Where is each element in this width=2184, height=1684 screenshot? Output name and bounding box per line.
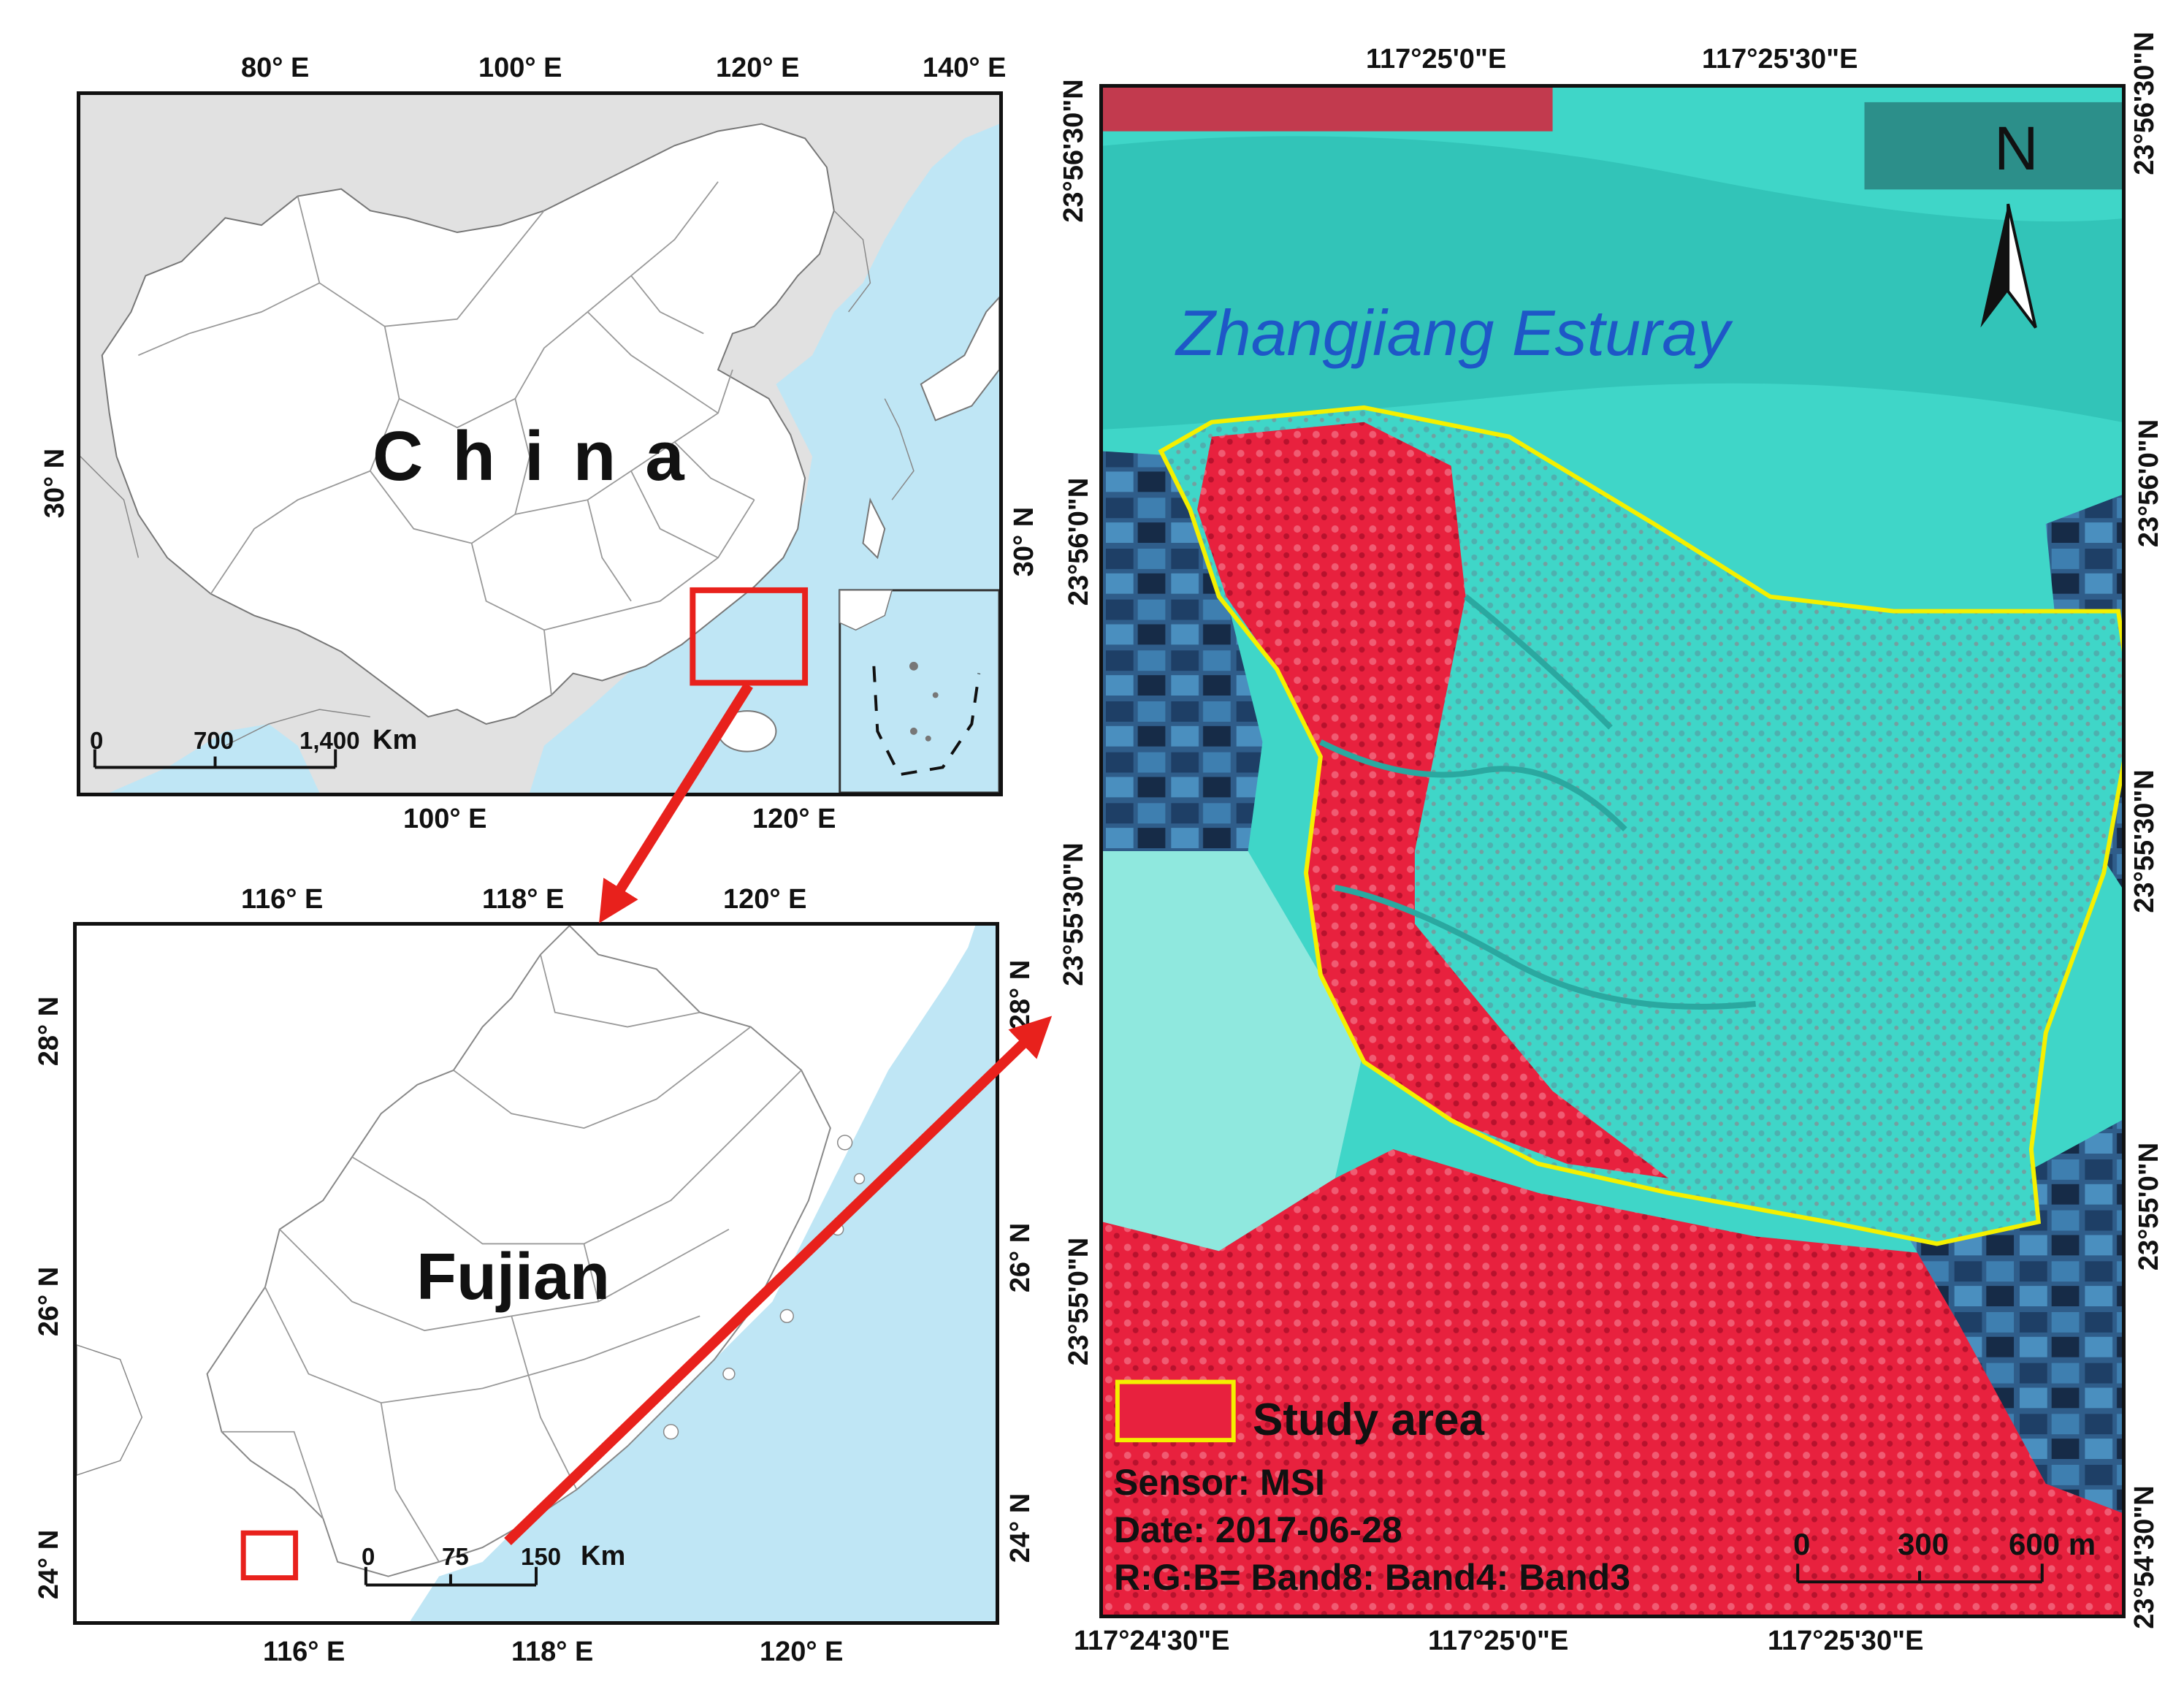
- fujian-top-tick-120: 120° E: [723, 884, 807, 915]
- fujian-bottom-tick-118: 118° E: [511, 1637, 594, 1667]
- china-map-panel: China 0 700 1,400 Km: [77, 91, 1003, 796]
- china-scale-mid: 700: [194, 727, 234, 754]
- fujian-highlight-box: [690, 587, 809, 686]
- top-right-shoal: [1864, 102, 2122, 190]
- fujian-scale-zero: 0: [362, 1543, 375, 1570]
- satellite-image: [1103, 88, 2122, 1615]
- fujian-label: Fujian: [416, 1241, 610, 1314]
- sat-bottom-tick-1: 117°24'30"E: [1074, 1626, 1230, 1656]
- satellite-image-panel: Zhangjiang Esturay N Study area Sensor: …: [1099, 84, 2126, 1618]
- north-label: N: [1994, 114, 2039, 183]
- fujian-scale-end: 150: [521, 1543, 562, 1570]
- estuary-label: Zhangjiang Esturay: [1176, 297, 1730, 369]
- inset-islands: [909, 661, 939, 742]
- satellite-scale-end: 600 m: [2009, 1527, 2096, 1561]
- fujian-top-tick-116: 116° E: [241, 884, 324, 915]
- legend-study-area: Study area: [1253, 1395, 1485, 1445]
- china-landmass: [101, 123, 835, 725]
- sat-right-tick-4: 23°55'0"N: [2134, 1142, 2165, 1271]
- china-to-fujian-arrow: [599, 682, 753, 923]
- sea-area: [410, 926, 996, 1621]
- province-borders: [138, 181, 755, 696]
- sat-left-tick-4: 23°55'0"N: [1064, 1237, 1095, 1366]
- taiwan-island: [862, 498, 886, 560]
- china-scale-zero: 0: [90, 727, 104, 754]
- fujian-scale-unit: Km: [581, 1541, 626, 1571]
- china-top-tick-120: 120° E: [716, 53, 800, 83]
- china-top-tick-80: 80° E: [241, 53, 310, 83]
- china-scale-unit: Km: [373, 725, 418, 755]
- legend-date: Date: 2017-06-28: [1114, 1509, 1402, 1550]
- fujian-scale-bar: [364, 1566, 538, 1587]
- study-site-box: [240, 1530, 299, 1581]
- satellite-scale-zero: 0: [1793, 1527, 1811, 1561]
- legend-bands: R:G:B= Band8: Band4: Band3: [1114, 1557, 1631, 1598]
- sat-right-tick-3: 23°55'30"N: [2128, 769, 2160, 913]
- lower-vegetation: [1103, 1149, 2122, 1615]
- china-top-tick-100: 100° E: [478, 53, 562, 83]
- left-aquaculture-ponds: [1103, 451, 1263, 851]
- sat-right-tick-1: 23°56'30"N: [2128, 31, 2160, 175]
- tidal-creeks: [1319, 594, 1756, 1010]
- sat-left-tick-2: 23°56'0"N: [1064, 477, 1095, 606]
- legend-swatch: [1115, 1379, 1236, 1443]
- country-borders: [80, 210, 915, 747]
- china-scale-bar: [93, 749, 337, 769]
- fujian-scale-mid: 75: [442, 1543, 469, 1570]
- sat-left-tick-1: 23°56'30"N: [1058, 79, 1089, 223]
- legend-sensor: Sensor: MSI: [1114, 1462, 1325, 1503]
- sat-top-tick-2: 117°25'30"E: [1702, 44, 1858, 75]
- fujian-province: [206, 926, 831, 1577]
- sat-bottom-tick-2: 117°25'0"E: [1428, 1626, 1569, 1656]
- fujian-bottom-tick-120: 120° E: [760, 1637, 844, 1667]
- river-channel: [1103, 136, 2122, 430]
- nine-dash-line: [872, 666, 981, 777]
- lower-left-pale-land: [1103, 851, 1364, 1251]
- sat-left-tick-3: 23°55'30"N: [1058, 842, 1089, 986]
- inset-coastline: [839, 590, 893, 631]
- satellite-scale-mid: 300: [1898, 1527, 1950, 1561]
- china-scale-end: 1,400: [299, 727, 360, 754]
- sat-top-tick-1: 117°25'0"E: [1366, 44, 1507, 75]
- china-bottom-tick-120: 120° E: [752, 804, 836, 834]
- neighbor-province: [77, 1344, 143, 1476]
- china-label: China: [373, 417, 714, 495]
- fujian-to-study-arrow: [504, 1016, 1053, 1546]
- japan-outline: [920, 296, 999, 422]
- sat-right-tick-2: 23°56'0"N: [2134, 419, 2165, 548]
- study-area-boundary: [1158, 405, 2122, 1246]
- fujian-top-tick-118: 118° E: [482, 884, 565, 915]
- china-map-graphic: [80, 95, 999, 793]
- fujian-map-graphic: [77, 926, 996, 1621]
- mangrove-red: [1197, 422, 1669, 1178]
- china-bottom-tick-100: 100° E: [403, 804, 487, 834]
- top-shore-strip: [1103, 88, 1553, 132]
- fujian-map-panel: Fujian 0 75 150 Km: [73, 922, 999, 1625]
- fujian-bottom-tick-116: 116° E: [263, 1637, 345, 1667]
- china-top-tick-140: 140° E: [923, 53, 1007, 83]
- county-borders: [221, 954, 802, 1563]
- satellite-scale-bar: [1796, 1563, 2044, 1584]
- sat-right-tick-5: 23°54'30"N: [2128, 1485, 2160, 1629]
- sat-bottom-tick-3: 117°25'30"E: [1768, 1626, 1924, 1656]
